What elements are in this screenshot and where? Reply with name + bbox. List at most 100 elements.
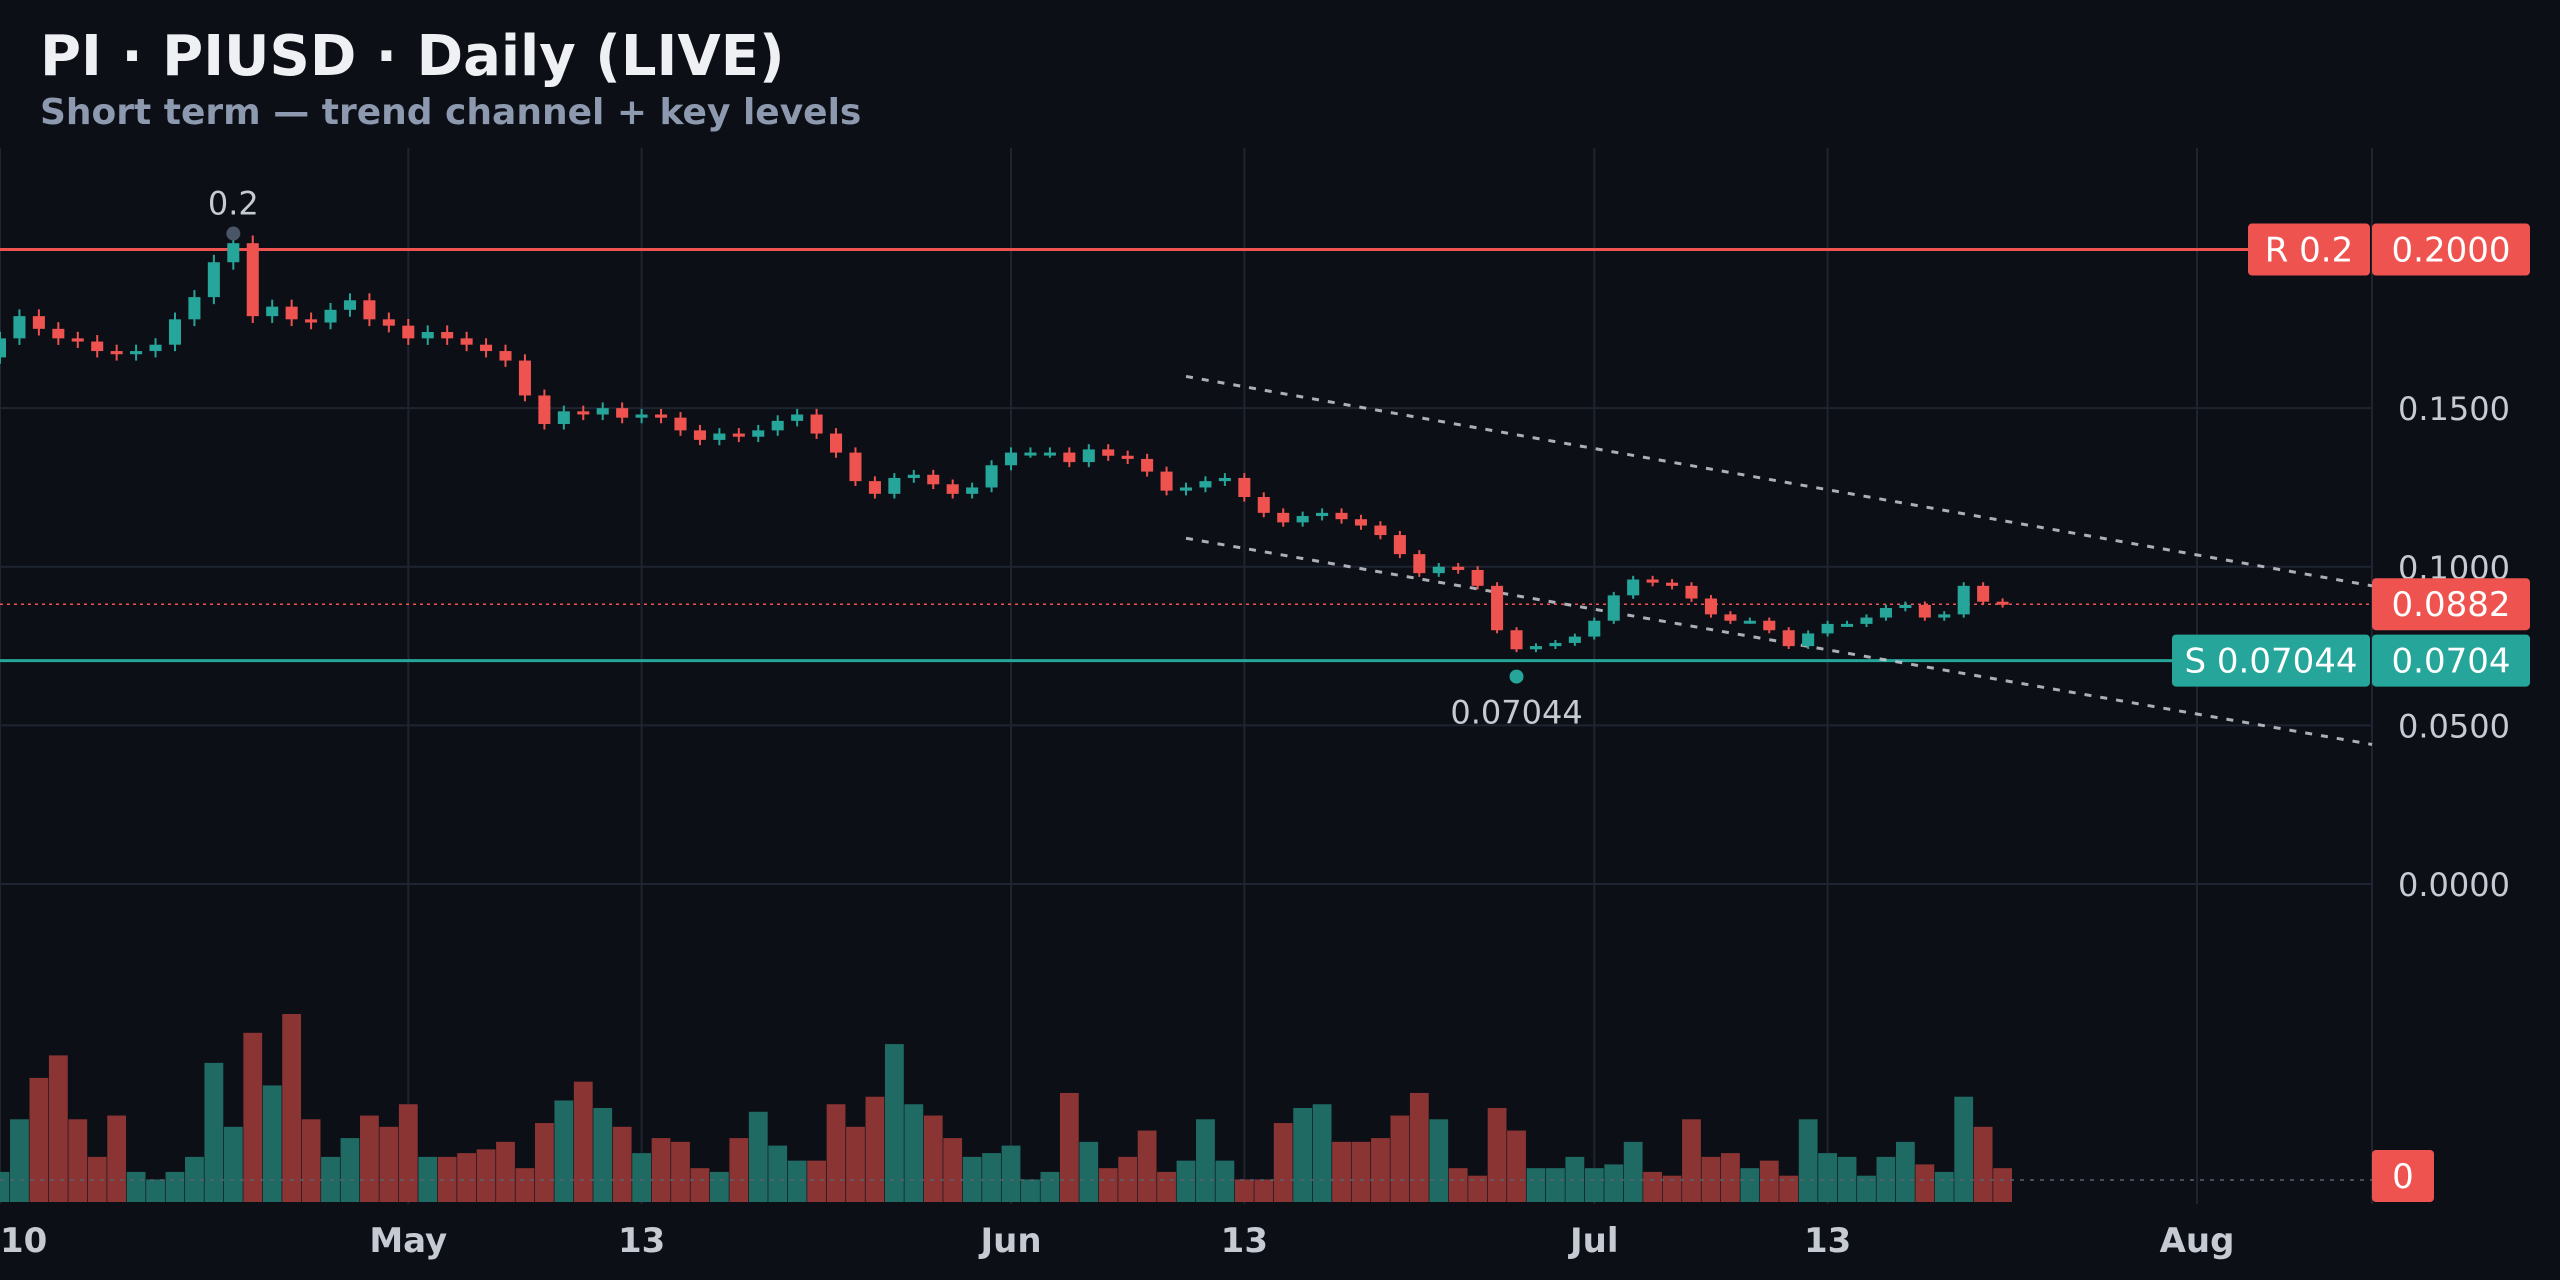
volume-bar (165, 1171, 185, 1202)
volume-bar (1176, 1160, 1196, 1202)
volume-bar (1487, 1108, 1507, 1202)
candle-body (868, 481, 881, 494)
volume-bar (1915, 1164, 1935, 1202)
candle-body (1471, 569, 1484, 586)
volume-zero-tag-bg (2372, 1150, 2434, 1202)
candle-body (0, 338, 7, 358)
volume-zero-tag: 0 (2372, 1150, 2434, 1202)
volume-bar (943, 1138, 963, 1202)
volume-bar (204, 1062, 224, 1202)
volume-bar (1312, 1104, 1332, 1202)
support-tag: S 0.07044 (2172, 634, 2370, 687)
volume-bar (1098, 1168, 1118, 1202)
candle-body (1588, 620, 1601, 637)
volume-bar (1371, 1138, 1390, 1202)
candle-body (1141, 458, 1154, 472)
volume-bar (223, 1126, 243, 1202)
last-price-tag: 0.0882 (2372, 578, 2530, 631)
volume-bar (1507, 1130, 1526, 1202)
candle-body (363, 300, 376, 320)
candle-body (1879, 608, 1892, 618)
candle-body (830, 433, 843, 453)
volume-bar (1895, 1141, 1915, 1202)
volume-bar (1623, 1141, 1643, 1202)
candle-body (985, 465, 998, 488)
candle-body (1374, 525, 1387, 536)
candle-body (227, 243, 240, 263)
volume-bar (534, 1123, 554, 1202)
volume-bar (146, 1179, 165, 1202)
candle-body (1160, 471, 1173, 491)
candle-body (966, 487, 979, 494)
candle-body (460, 338, 473, 345)
candle-body (1724, 614, 1737, 621)
candle-body (1763, 620, 1776, 631)
volume-bar (282, 1014, 302, 1202)
volume-bar (457, 1153, 477, 1202)
volume-bar (1448, 1168, 1468, 1202)
candle-body (32, 316, 45, 329)
x-tick-label: 13 (1221, 1221, 1268, 1261)
volume-bar (768, 1145, 788, 1202)
candle-body (402, 325, 415, 339)
candle-body (1938, 614, 1951, 618)
volume-bar (87, 1156, 107, 1202)
candle-body (577, 411, 590, 415)
volume-bar (1351, 1141, 1371, 1202)
candle-body (168, 319, 182, 345)
x-tick-label: 13 (1804, 1221, 1851, 1261)
volume-bar (1779, 1175, 1799, 1202)
volume-bar (340, 1138, 360, 1202)
high-marker-label: 0.2 (208, 185, 259, 223)
volume-bar (1409, 1092, 1429, 1202)
volume-bar (1682, 1119, 1701, 1202)
volume-bar (904, 1104, 924, 1202)
candle-body (557, 411, 570, 425)
candle-body (1218, 477, 1231, 482)
x-tick-label: Aug (2160, 1221, 2235, 1261)
volume-bar (379, 1126, 399, 1202)
candle-body (1996, 601, 2009, 605)
volume-bar (1857, 1175, 1876, 1202)
candle-body (1918, 604, 1931, 618)
candle-body (324, 309, 337, 323)
volume-bar (1429, 1119, 1449, 1202)
volume-bar (360, 1115, 379, 1202)
volume-bar (865, 1096, 885, 1202)
volume-bar (185, 1156, 204, 1202)
candle-body (1529, 646, 1542, 650)
volume-bar (1759, 1160, 1779, 1202)
volume-bar (748, 1111, 768, 1202)
candle-body (888, 477, 901, 494)
chart-title: PI · PIUSD · Daily (LIVE) (40, 24, 785, 89)
volume-bar (476, 1149, 496, 1202)
candle-body (1199, 481, 1212, 488)
resistance-price-tag-bg (2372, 223, 2530, 276)
candle-body (1977, 585, 1990, 602)
candle-body (1043, 452, 1056, 456)
volume-bar (126, 1171, 146, 1202)
candle-body (518, 360, 531, 396)
volume-bar (515, 1168, 535, 1202)
y-tick-label: 0.0500 (2398, 707, 2510, 745)
volume-bar (1001, 1145, 1021, 1202)
x-tick-label: Jun (978, 1221, 1041, 1261)
candle-body (1899, 604, 1912, 609)
volume-bar (1604, 1164, 1624, 1202)
candle-body (713, 433, 726, 440)
support-tag-text: S 0.07044 (2185, 642, 2358, 682)
candle-body (480, 344, 493, 352)
candle-body (1102, 449, 1115, 456)
candle-body (149, 344, 162, 352)
support-price-tag: 0.0704 (2372, 634, 2530, 687)
candle-body (1666, 582, 1679, 586)
volume-bar (1818, 1153, 1838, 1202)
candle-body (1802, 633, 1815, 647)
candle-body (246, 243, 259, 317)
volume-bar (1720, 1153, 1740, 1202)
candle-body (13, 316, 26, 339)
volume-bar (1215, 1160, 1235, 1202)
candle-body (1782, 630, 1795, 647)
candle-body (1257, 496, 1270, 513)
